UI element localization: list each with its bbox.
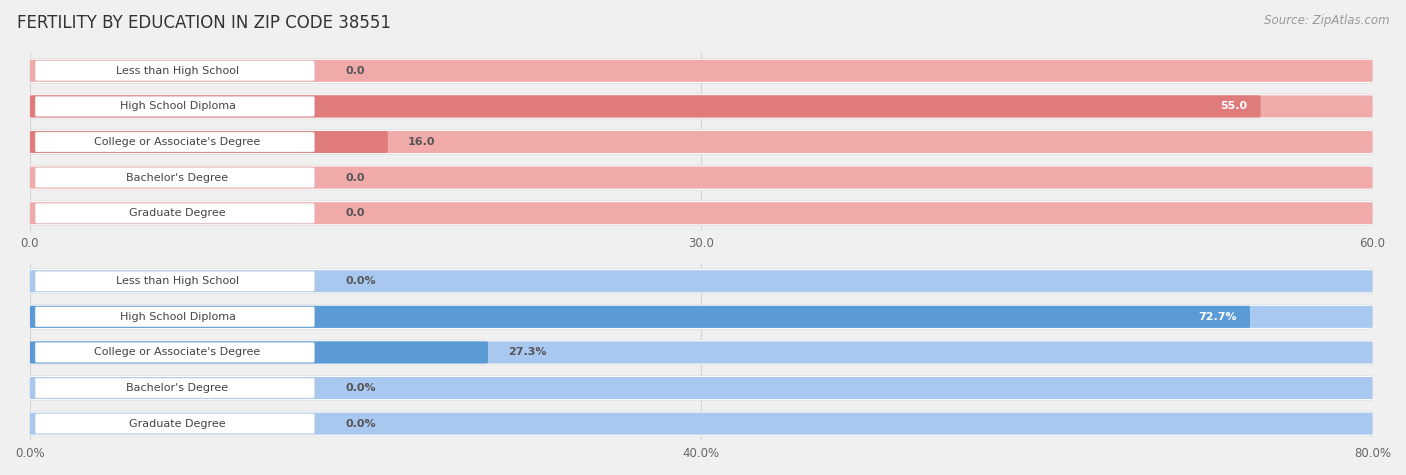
FancyBboxPatch shape <box>30 306 1250 328</box>
FancyBboxPatch shape <box>30 304 1372 329</box>
FancyBboxPatch shape <box>30 342 488 363</box>
Text: Less than High School: Less than High School <box>115 66 239 76</box>
FancyBboxPatch shape <box>35 203 315 223</box>
Text: 55.0: 55.0 <box>1220 101 1247 112</box>
FancyBboxPatch shape <box>35 132 315 152</box>
Text: Graduate Degree: Graduate Degree <box>129 208 226 218</box>
Text: 27.3%: 27.3% <box>508 347 547 358</box>
FancyBboxPatch shape <box>30 202 1372 224</box>
FancyBboxPatch shape <box>35 342 315 362</box>
Text: FERTILITY BY EDUCATION IN ZIP CODE 38551: FERTILITY BY EDUCATION IN ZIP CODE 38551 <box>17 14 391 32</box>
FancyBboxPatch shape <box>30 60 1372 82</box>
FancyBboxPatch shape <box>30 95 1261 117</box>
FancyBboxPatch shape <box>35 168 315 188</box>
FancyBboxPatch shape <box>35 307 315 327</box>
FancyBboxPatch shape <box>30 201 1372 226</box>
FancyBboxPatch shape <box>30 306 1372 328</box>
FancyBboxPatch shape <box>30 377 1372 399</box>
Text: 0.0: 0.0 <box>346 66 364 76</box>
FancyBboxPatch shape <box>30 342 1372 363</box>
FancyBboxPatch shape <box>30 165 1372 190</box>
FancyBboxPatch shape <box>35 414 315 434</box>
Text: 0.0: 0.0 <box>346 208 364 218</box>
Text: 0.0%: 0.0% <box>346 383 375 393</box>
FancyBboxPatch shape <box>35 378 315 398</box>
FancyBboxPatch shape <box>30 340 1372 365</box>
FancyBboxPatch shape <box>30 376 1372 400</box>
Text: Bachelor's Degree: Bachelor's Degree <box>127 172 229 182</box>
Text: College or Associate's Degree: College or Associate's Degree <box>94 347 260 358</box>
FancyBboxPatch shape <box>30 269 1372 294</box>
Text: Graduate Degree: Graduate Degree <box>129 418 226 428</box>
Text: Bachelor's Degree: Bachelor's Degree <box>127 383 229 393</box>
FancyBboxPatch shape <box>35 96 315 116</box>
Text: Less than High School: Less than High School <box>115 276 239 286</box>
Text: 72.7%: 72.7% <box>1198 312 1236 322</box>
Text: 0.0: 0.0 <box>346 172 364 182</box>
FancyBboxPatch shape <box>30 413 1372 435</box>
FancyBboxPatch shape <box>30 131 388 153</box>
FancyBboxPatch shape <box>35 271 315 291</box>
Text: High School Diploma: High School Diploma <box>120 101 236 112</box>
Text: 0.0%: 0.0% <box>346 418 375 428</box>
Text: 0.0%: 0.0% <box>346 276 375 286</box>
FancyBboxPatch shape <box>30 94 1372 119</box>
FancyBboxPatch shape <box>30 411 1372 436</box>
FancyBboxPatch shape <box>30 270 1372 292</box>
Text: College or Associate's Degree: College or Associate's Degree <box>94 137 260 147</box>
Text: Source: ZipAtlas.com: Source: ZipAtlas.com <box>1264 14 1389 27</box>
Text: 16.0: 16.0 <box>408 137 436 147</box>
FancyBboxPatch shape <box>35 61 315 81</box>
FancyBboxPatch shape <box>30 131 1372 153</box>
FancyBboxPatch shape <box>30 167 1372 189</box>
FancyBboxPatch shape <box>30 130 1372 154</box>
Text: High School Diploma: High School Diploma <box>120 312 236 322</box>
FancyBboxPatch shape <box>30 95 1372 117</box>
FancyBboxPatch shape <box>30 58 1372 83</box>
